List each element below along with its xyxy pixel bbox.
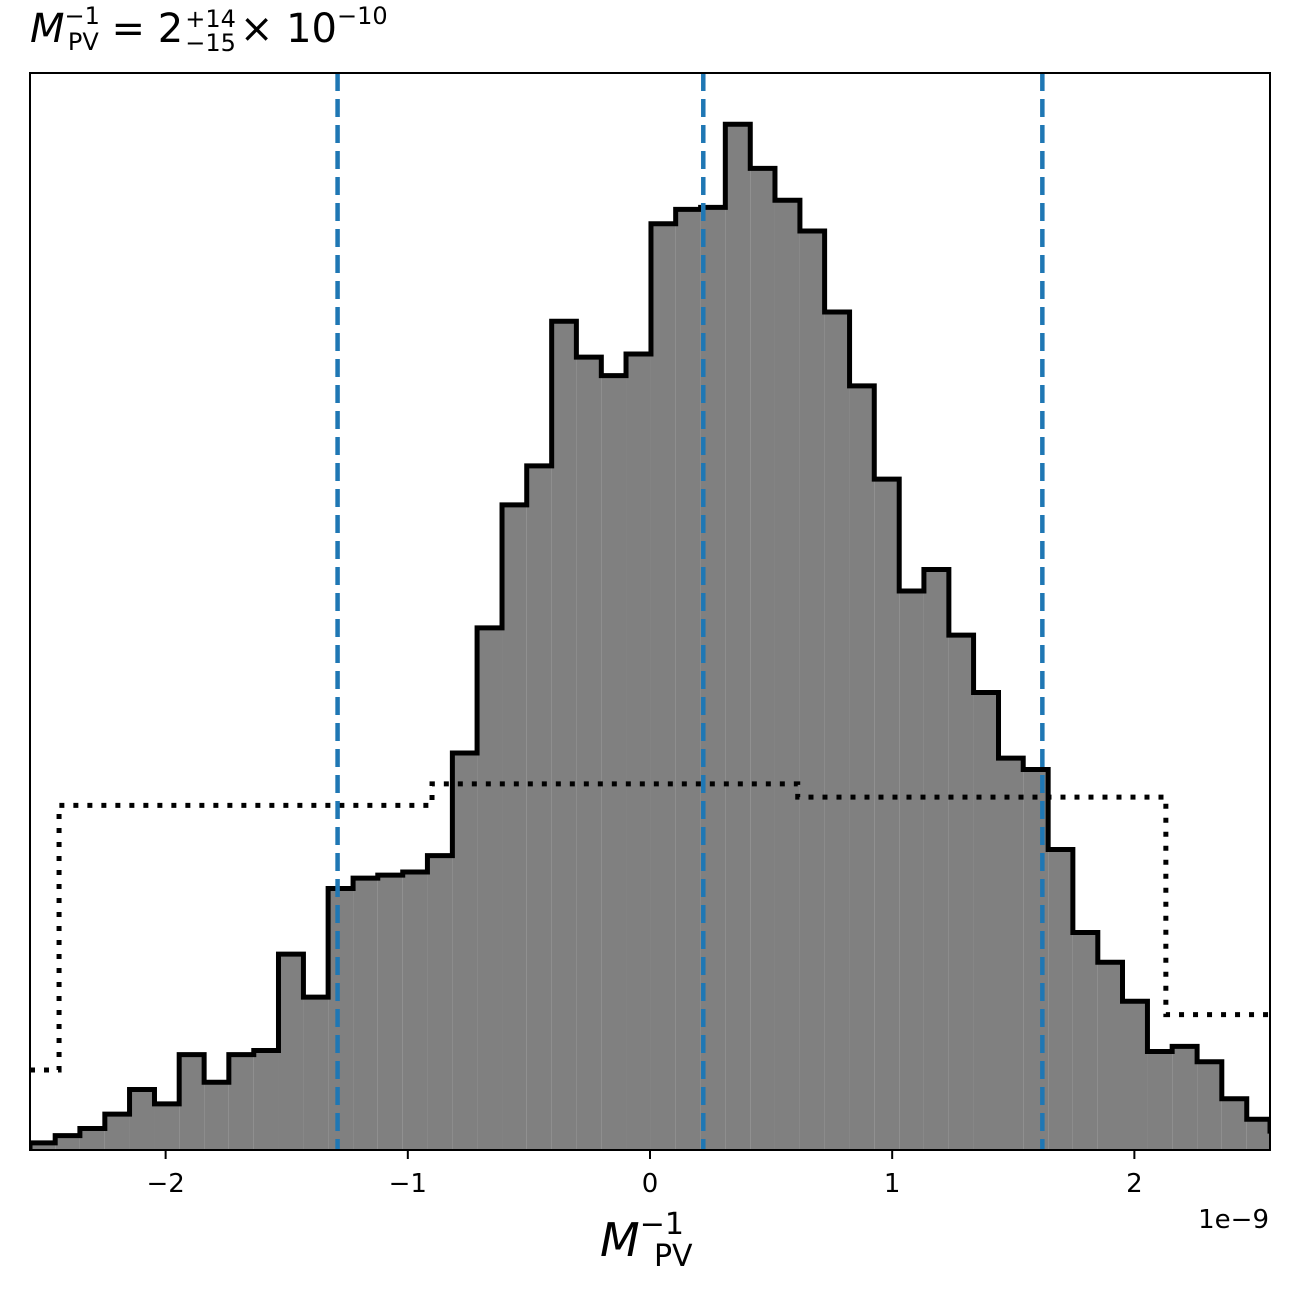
histogram-bar bbox=[427, 855, 453, 1150]
histogram-outline bbox=[30, 121, 1270, 1150]
title-mantissa: 2 bbox=[157, 6, 184, 52]
histogram-bar bbox=[899, 590, 924, 1150]
histogram-bar bbox=[278, 954, 304, 1150]
histogram-bar bbox=[675, 209, 701, 1151]
histogram-bar bbox=[129, 1089, 155, 1150]
histogram-bar bbox=[1197, 1061, 1222, 1150]
histogram-bar bbox=[626, 354, 651, 1150]
histogram-bar bbox=[452, 753, 478, 1150]
histogram-bar bbox=[973, 692, 999, 1150]
title-times: × bbox=[239, 6, 274, 52]
histogram-bar bbox=[849, 385, 875, 1150]
histogram-bar bbox=[1221, 1098, 1247, 1150]
histogram-bar bbox=[104, 1114, 130, 1150]
title-err-minus: −15 bbox=[185, 29, 236, 57]
title-power-exponent: −10 bbox=[337, 2, 388, 30]
histogram-bar bbox=[303, 997, 329, 1150]
histogram-bar bbox=[526, 465, 552, 1150]
x-axis-label: M−1PV bbox=[600, 1210, 693, 1272]
histogram-bar bbox=[923, 569, 949, 1150]
title-symbol-superscript: −1 bbox=[64, 2, 100, 30]
chart-title: M−1PV = 2 +14 −15 × 10−10 bbox=[30, 4, 388, 55]
histogram-bar bbox=[551, 321, 577, 1150]
title-equals: = bbox=[111, 6, 146, 52]
title-symbol-subscript: PV bbox=[67, 28, 99, 56]
histogram-bar bbox=[502, 504, 527, 1151]
histogram-bar bbox=[824, 311, 850, 1150]
title-err-plus: +14 bbox=[185, 5, 236, 33]
title-symbol: M bbox=[30, 6, 65, 52]
x-tick-label: −2 bbox=[146, 1169, 184, 1199]
histogram-bar bbox=[328, 888, 354, 1150]
histogram-bar bbox=[253, 1050, 279, 1150]
histogram-bar bbox=[1122, 1001, 1148, 1150]
x-tick-label: 0 bbox=[642, 1169, 659, 1199]
histogram-bar bbox=[576, 357, 602, 1150]
histogram-bar bbox=[1246, 1119, 1270, 1150]
x-tick-label: 2 bbox=[1126, 1169, 1143, 1199]
x-tick-label: 1 bbox=[884, 1169, 901, 1199]
histogram-bar bbox=[55, 1135, 80, 1150]
histogram-bar bbox=[1147, 1051, 1173, 1150]
x-axis-label-symbol: M bbox=[600, 1213, 640, 1267]
histogram-bar bbox=[204, 1082, 229, 1150]
title-errors: +14 −15 bbox=[185, 7, 236, 55]
histogram-bar bbox=[353, 878, 378, 1150]
histogram-bar bbox=[948, 635, 974, 1150]
histogram-bar bbox=[1048, 849, 1073, 1150]
histogram-bar bbox=[650, 223, 676, 1150]
histogram-bar bbox=[402, 872, 428, 1150]
histogram-bar bbox=[799, 230, 825, 1150]
histogram-bar bbox=[1097, 962, 1123, 1150]
x-tick-label: −1 bbox=[389, 1169, 427, 1199]
histogram-bar bbox=[601, 375, 627, 1151]
histogram-bar bbox=[874, 479, 900, 1150]
histogram-bar bbox=[228, 1054, 254, 1150]
histogram-bar bbox=[79, 1128, 105, 1150]
title-power-base: 10 bbox=[286, 6, 337, 52]
histogram-bar bbox=[998, 758, 1024, 1150]
histogram-bar bbox=[477, 627, 503, 1150]
x-axis-label-superscript: −1 bbox=[639, 1207, 684, 1242]
x-axis-offset-text: 1e−9 bbox=[1198, 1205, 1269, 1235]
histogram-bar bbox=[774, 200, 800, 1150]
histogram-bar bbox=[30, 1142, 56, 1150]
histogram-bar bbox=[1072, 932, 1098, 1150]
histogram-bar bbox=[1172, 1046, 1198, 1150]
histogram-bar bbox=[725, 124, 751, 1150]
histogram-bar bbox=[377, 875, 403, 1150]
histogram-bar bbox=[750, 168, 775, 1151]
histogram-bar bbox=[179, 1054, 205, 1150]
x-axis-label-subscript: PV bbox=[653, 1239, 693, 1274]
prior-outline bbox=[30, 781, 1270, 1073]
histogram-bar bbox=[154, 1103, 180, 1150]
